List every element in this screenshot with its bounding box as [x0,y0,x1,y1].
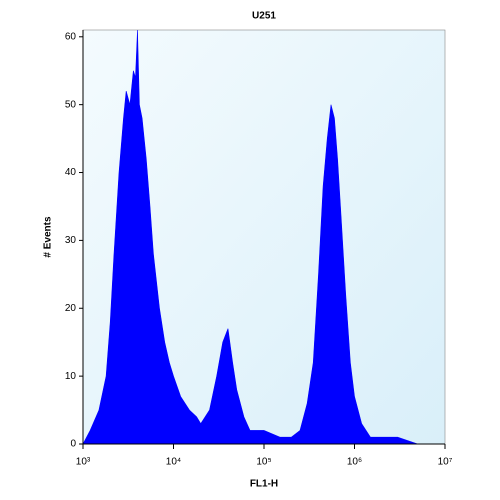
y-tick-label: 30 [65,235,77,246]
chart-title: U251 [252,11,276,22]
y-tick-label: 40 [65,167,77,178]
y-tick-label: 20 [65,303,77,314]
x-tick-label: 10⁵ [256,457,271,468]
x-tick-label: 10⁴ [166,457,181,468]
y-tick-label: 50 [65,99,77,110]
x-tick-label: 10⁷ [438,457,453,468]
histogram-area [82,29,445,445]
x-tick-label: 10³ [76,457,91,468]
y-tick-label: 60 [65,31,77,42]
y-axis-label: # Events [43,216,54,258]
y-tick-label: 10 [65,371,77,382]
x-tick-label: 10⁶ [347,457,362,468]
x-axis-label: FL1-H [250,479,278,490]
y-tick-label: 0 [70,439,76,450]
